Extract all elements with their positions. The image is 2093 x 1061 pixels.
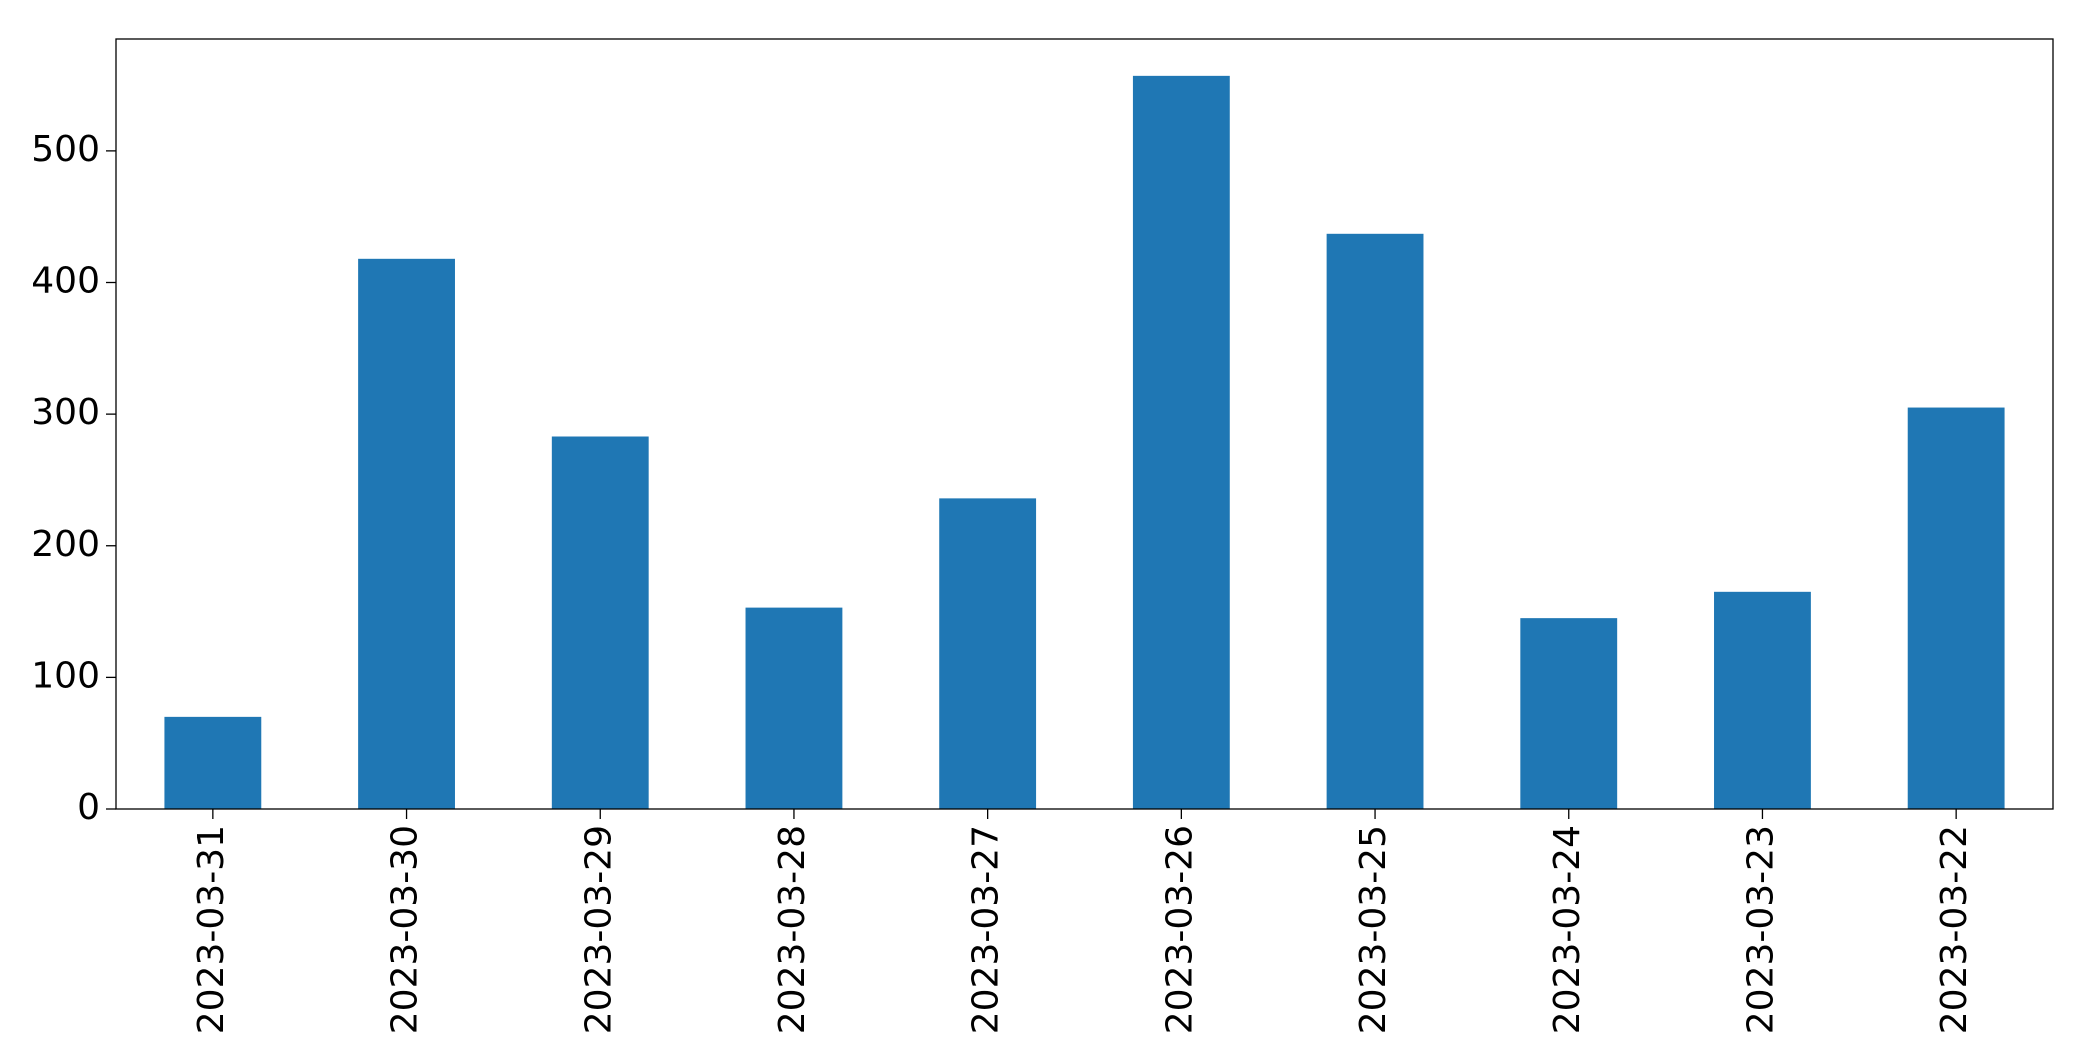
bar (1907, 407, 2005, 809)
bar (1326, 233, 1424, 810)
x-tick-label: 2023-03-28 (772, 825, 813, 1034)
x-tick-label: 2023-03-30 (385, 825, 426, 1034)
bar (1520, 618, 1618, 809)
x-tick-label: 2023-03-29 (578, 825, 619, 1034)
bar (1714, 591, 1811, 809)
y-tick-label: 500 (31, 129, 100, 170)
x-tick-label: 2023-03-27 (966, 825, 1007, 1034)
x-tick-label: 2023-03-23 (1740, 825, 1781, 1034)
bar (745, 607, 843, 809)
bar (358, 258, 455, 809)
bar (939, 498, 1037, 809)
bar (1132, 75, 1230, 810)
y-tick-label: 300 (31, 392, 100, 433)
y-tick-label: 0 (77, 787, 100, 828)
y-tick-label: 100 (31, 655, 100, 696)
x-tick-label: 2023-03-22 (1934, 825, 1975, 1034)
x-tick-label: 2023-03-26 (1159, 825, 1200, 1034)
x-tick-label: 2023-03-24 (1547, 825, 1588, 1034)
y-tick-label: 200 (31, 524, 100, 565)
bar (164, 716, 262, 809)
bar (551, 436, 649, 809)
x-tick-label: 2023-03-31 (191, 825, 232, 1034)
x-tick-label: 2023-03-25 (1353, 825, 1394, 1034)
plot-frame (115, 38, 2054, 810)
y-tick-label: 400 (31, 261, 100, 302)
